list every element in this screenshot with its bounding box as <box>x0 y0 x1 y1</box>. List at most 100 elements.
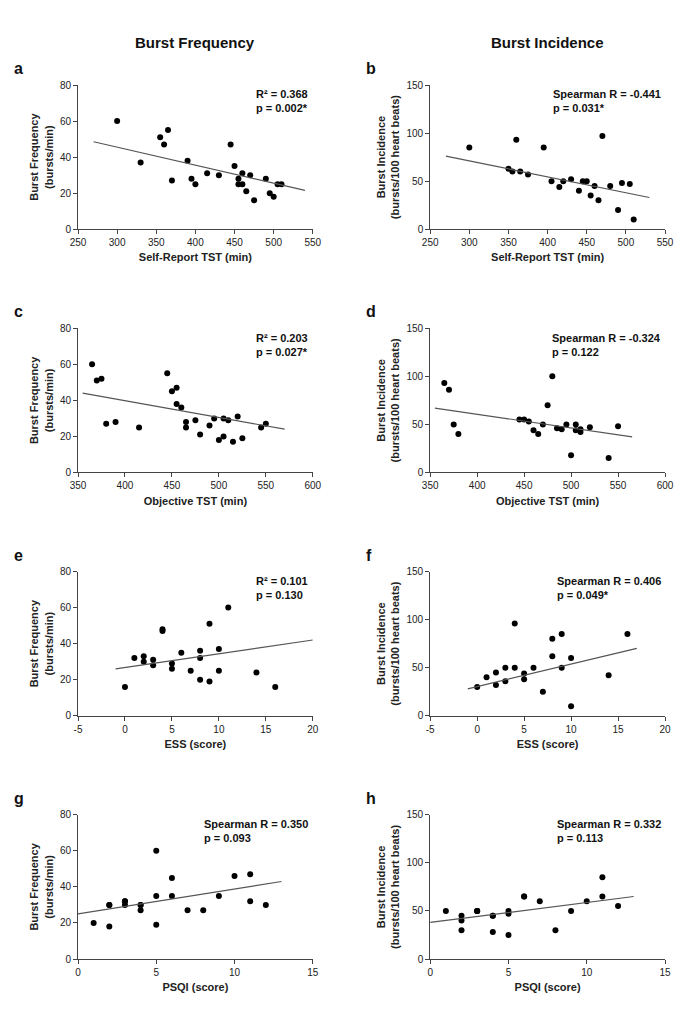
svg-text:Spearman R = 0.350p = 0.093: Spearman R = 0.350p = 0.093 <box>204 818 308 844</box>
svg-text:100: 100 <box>407 614 424 625</box>
svg-text:80: 80 <box>60 566 72 577</box>
svg-text:Spearman R = 0.406p = 0.049*: Spearman R = 0.406p = 0.049* <box>557 575 661 601</box>
svg-text:0: 0 <box>65 224 71 235</box>
svg-text:350: 350 <box>70 480 87 491</box>
svg-text:0: 0 <box>65 467 71 478</box>
svg-text:550: 550 <box>257 480 274 491</box>
svg-text:PSQI (score): PSQI (score) <box>515 981 581 993</box>
svg-text:20: 20 <box>60 188 72 199</box>
svg-text:R² = 0.101p = 0.130: R² = 0.101p = 0.130 <box>256 575 308 601</box>
svg-text:Spearman R = 0.332p = 0.113: Spearman R = 0.332p = 0.113 <box>557 818 661 844</box>
svg-text:Burst Frequency(bursts/min): Burst Frequency(bursts/min) <box>28 842 54 930</box>
svg-text:150: 150 <box>407 323 424 334</box>
svg-text:50: 50 <box>412 419 424 430</box>
svg-text:50: 50 <box>412 176 424 187</box>
svg-text:600: 600 <box>657 480 674 491</box>
svg-text:0: 0 <box>427 967 433 978</box>
svg-text:PSQI (score): PSQI (score) <box>162 981 228 993</box>
svg-text:20: 20 <box>60 674 72 685</box>
svg-text:f: f <box>366 547 372 564</box>
svg-text:Objective TST (min): Objective TST (min) <box>496 495 600 507</box>
svg-text:b: b <box>366 60 376 77</box>
svg-text:Burst Frequency(bursts/min): Burst Frequency(bursts/min) <box>28 113 54 201</box>
svg-text:550: 550 <box>304 237 321 248</box>
svg-text:h: h <box>366 790 376 807</box>
svg-text:600: 600 <box>304 480 321 491</box>
svg-text:60: 60 <box>60 602 72 613</box>
svg-text:-5: -5 <box>74 724 83 735</box>
svg-text:60: 60 <box>60 116 72 127</box>
svg-text:50: 50 <box>412 905 424 916</box>
svg-text:40: 40 <box>60 395 72 406</box>
svg-text:R² = 0.368p = 0.002*: R² = 0.368p = 0.002* <box>256 88 308 114</box>
svg-text:0: 0 <box>418 954 424 965</box>
svg-text:Self-Report TST (min): Self-Report TST (min) <box>139 251 252 263</box>
svg-text:10: 10 <box>566 724 578 735</box>
svg-text:450: 450 <box>226 237 243 248</box>
svg-text:100: 100 <box>407 857 424 868</box>
svg-text:Spearman R = -0.324p = 0.122: Spearman R = -0.324p = 0.122 <box>552 332 661 358</box>
svg-text:500: 500 <box>211 480 228 491</box>
svg-text:15: 15 <box>612 724 624 735</box>
svg-text:R² = 0.203p = 0.027*: R² = 0.203p = 0.027* <box>256 332 308 358</box>
svg-text:20: 20 <box>60 431 72 442</box>
svg-text:15: 15 <box>307 967 319 978</box>
svg-text:150: 150 <box>407 566 424 577</box>
svg-text:250: 250 <box>70 237 87 248</box>
svg-text:20: 20 <box>60 917 72 928</box>
svg-text:80: 80 <box>60 809 72 820</box>
svg-text:550: 550 <box>610 480 627 491</box>
svg-text:350: 350 <box>148 237 165 248</box>
svg-text:Burst Incidence(bursts/100 hea: Burst Incidence(bursts/100 heart beats) <box>375 95 401 219</box>
svg-text:0: 0 <box>474 724 480 735</box>
svg-text:e: e <box>14 547 23 564</box>
svg-text:Burst Incidence: Burst Incidence <box>491 34 604 51</box>
svg-text:40: 40 <box>60 881 72 892</box>
svg-text:20: 20 <box>307 724 319 735</box>
svg-text:0: 0 <box>75 967 81 978</box>
svg-text:100: 100 <box>407 128 424 139</box>
svg-text:Burst Frequency: Burst Frequency <box>135 34 255 51</box>
svg-text:g: g <box>14 790 24 807</box>
svg-text:Self-Report TST (min): Self-Report TST (min) <box>491 251 604 263</box>
svg-text:20: 20 <box>659 724 671 735</box>
svg-text:15: 15 <box>260 724 272 735</box>
svg-text:Burst Incidence(bursts/100 hea: Burst Incidence(bursts/100 heart beats) <box>375 338 401 462</box>
svg-text:400: 400 <box>469 480 486 491</box>
svg-text:10: 10 <box>213 724 225 735</box>
svg-text:10: 10 <box>581 967 593 978</box>
svg-text:5: 5 <box>521 724 527 735</box>
svg-text:50: 50 <box>412 662 424 673</box>
svg-text:150: 150 <box>407 809 424 820</box>
svg-text:400: 400 <box>117 480 134 491</box>
svg-text:450: 450 <box>164 480 181 491</box>
svg-text:100: 100 <box>407 371 424 382</box>
svg-text:0: 0 <box>122 724 128 735</box>
svg-text:450: 450 <box>578 237 595 248</box>
svg-text:250: 250 <box>422 237 439 248</box>
svg-text:300: 300 <box>109 237 126 248</box>
svg-text:300: 300 <box>461 237 478 248</box>
svg-text:Burst Frequency(bursts/min): Burst Frequency(bursts/min) <box>28 356 54 444</box>
svg-text:40: 40 <box>60 152 72 163</box>
svg-text:5: 5 <box>169 724 175 735</box>
svg-text:450: 450 <box>516 480 533 491</box>
svg-text:ESS (score): ESS (score) <box>165 738 227 750</box>
svg-text:40: 40 <box>60 638 72 649</box>
svg-text:150: 150 <box>407 80 424 91</box>
svg-text:350: 350 <box>500 237 517 248</box>
svg-text:500: 500 <box>265 237 282 248</box>
svg-text:350: 350 <box>422 480 439 491</box>
svg-text:400: 400 <box>187 237 204 248</box>
svg-text:Burst Incidence(bursts/100 hea: Burst Incidence(bursts/100 heart beats) <box>375 825 401 949</box>
svg-text:500: 500 <box>563 480 580 491</box>
svg-text:60: 60 <box>60 845 72 856</box>
svg-text:d: d <box>366 303 376 320</box>
svg-text:Spearman R = -0.441p = 0.031*: Spearman R = -0.441p = 0.031* <box>553 88 661 114</box>
svg-text:550: 550 <box>657 237 674 248</box>
svg-text:ESS (score): ESS (score) <box>517 738 579 750</box>
svg-text:c: c <box>14 303 23 320</box>
svg-text:0: 0 <box>65 954 71 965</box>
svg-text:10: 10 <box>229 967 241 978</box>
svg-text:5: 5 <box>153 967 159 978</box>
